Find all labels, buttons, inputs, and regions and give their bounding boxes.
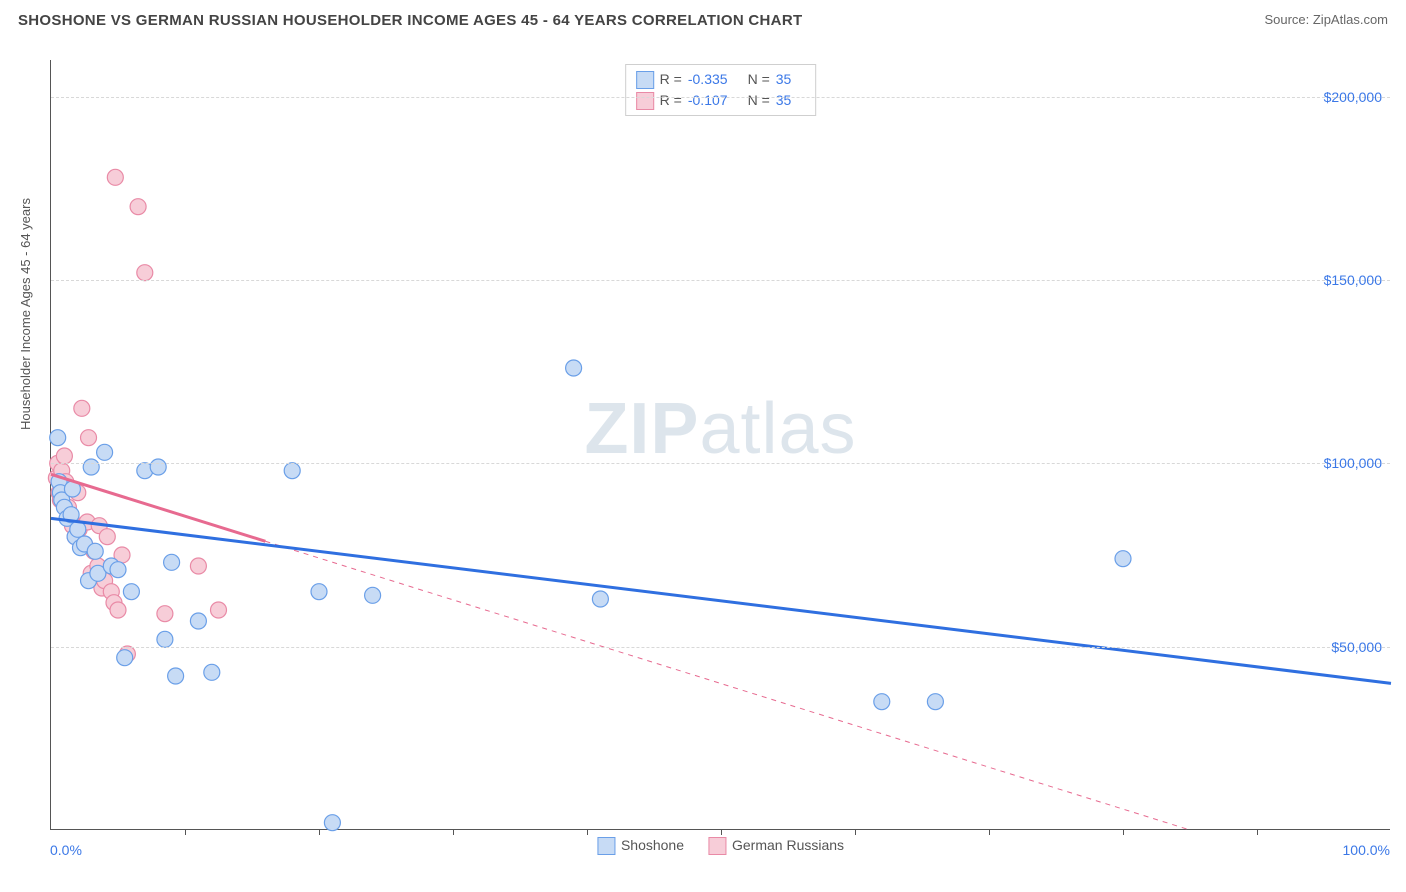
y-tick-label: $100,000	[1324, 455, 1382, 471]
data-point	[97, 444, 113, 460]
data-point	[81, 430, 97, 446]
data-point	[117, 650, 133, 666]
trend-line-solid	[51, 518, 1391, 683]
data-point	[56, 448, 72, 464]
legend-item-german-russians: German Russians	[708, 837, 844, 855]
x-tick	[185, 829, 186, 835]
data-point	[83, 459, 99, 475]
data-point	[50, 430, 66, 446]
data-point	[324, 815, 340, 831]
data-point	[130, 199, 146, 215]
data-point	[157, 631, 173, 647]
series-legend: Shoshone German Russians	[597, 837, 844, 855]
data-point	[110, 602, 126, 618]
y-tick-label: $150,000	[1324, 272, 1382, 288]
legend-item-shoshone: Shoshone	[597, 837, 684, 855]
data-point	[927, 694, 943, 710]
data-point	[110, 562, 126, 578]
data-point	[211, 602, 227, 618]
data-point	[874, 694, 890, 710]
x-tick	[1257, 829, 1258, 835]
x-axis-min-label: 0.0%	[50, 842, 82, 858]
legend-swatch-shoshone-icon	[597, 837, 615, 855]
data-point	[566, 360, 582, 376]
data-point	[137, 265, 153, 281]
data-point	[74, 400, 90, 416]
gridline	[51, 280, 1390, 281]
data-point	[107, 169, 123, 185]
scatter-svg	[51, 60, 1390, 829]
x-tick	[587, 829, 588, 835]
data-point	[99, 529, 115, 545]
data-point	[150, 459, 166, 475]
gridline	[51, 463, 1390, 464]
y-tick-label: $50,000	[1331, 639, 1382, 655]
chart-plot-area: ZIPatlas R = -0.335 N = 35 R = -0.107 N …	[50, 60, 1390, 830]
data-point	[284, 463, 300, 479]
data-point	[1115, 551, 1131, 567]
data-point	[592, 591, 608, 607]
data-point	[164, 554, 180, 570]
gridline	[51, 647, 1390, 648]
legend-label-shoshone: Shoshone	[621, 837, 684, 853]
data-point	[87, 543, 103, 559]
x-tick	[721, 829, 722, 835]
data-point	[157, 606, 173, 622]
source-label: Source: ZipAtlas.com	[1264, 12, 1388, 27]
data-point	[190, 558, 206, 574]
data-point	[365, 587, 381, 603]
data-point	[123, 584, 139, 600]
gridline	[51, 97, 1390, 98]
x-tick	[855, 829, 856, 835]
trend-line-dashed	[265, 541, 1190, 830]
y-axis-label: Householder Income Ages 45 - 64 years	[18, 198, 33, 430]
legend-label-german-russians: German Russians	[732, 837, 844, 853]
chart-title: SHOSHONE VS GERMAN RUSSIAN HOUSEHOLDER I…	[18, 12, 802, 29]
data-point	[204, 664, 220, 680]
x-tick	[453, 829, 454, 835]
data-point	[168, 668, 184, 684]
x-tick	[319, 829, 320, 835]
y-tick-label: $200,000	[1324, 89, 1382, 105]
x-axis-max-label: 100.0%	[1343, 842, 1390, 858]
legend-swatch-german-russians-icon	[708, 837, 726, 855]
data-point	[311, 584, 327, 600]
x-tick	[989, 829, 990, 835]
data-point	[190, 613, 206, 629]
x-tick	[1123, 829, 1124, 835]
